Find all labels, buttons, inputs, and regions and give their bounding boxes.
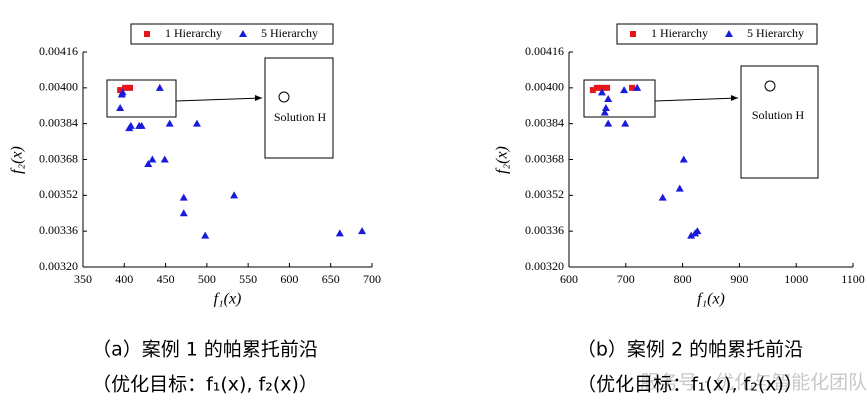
y-tick-label: 0.00320 (525, 259, 564, 273)
point (693, 227, 702, 235)
legend-marker (630, 31, 636, 37)
point (179, 193, 188, 201)
point (597, 88, 606, 96)
legend-marker (144, 31, 150, 37)
point (620, 86, 629, 94)
y-tick-label: 0.00416 (525, 44, 564, 58)
y-tick-label: 0.00336 (525, 223, 564, 237)
x-tick-label: 700 (617, 272, 635, 286)
y-tick-label: 0.00320 (39, 259, 78, 273)
point (165, 119, 174, 127)
point (593, 84, 600, 91)
point (658, 193, 667, 201)
point (179, 209, 188, 217)
y-tick-label: 0.00400 (525, 80, 564, 94)
legend-label: 5 Hierarchy (747, 26, 804, 40)
point (629, 84, 636, 91)
caption: （a）案例 1 的帕累托前沿 (92, 339, 318, 361)
highlight (764, 80, 776, 92)
y-tick-label: 0.00368 (39, 151, 78, 165)
zoom-region (583, 79, 656, 118)
x-tick-label: 450 (157, 272, 175, 286)
legend-label: 1 Hierarchy (651, 26, 708, 40)
x-axis-title: f₁(x) (697, 291, 725, 308)
x-tick-label: 900 (730, 272, 748, 286)
point (126, 121, 135, 129)
x-tick-label: 800 (674, 272, 692, 286)
point (148, 155, 157, 163)
point (604, 95, 613, 103)
y-tick-label: 0.00352 (525, 187, 564, 201)
point (155, 83, 164, 91)
y-tick-label: 0.00400 (39, 80, 78, 94)
point (144, 159, 153, 167)
arrow-head (731, 95, 738, 101)
inset (740, 65, 819, 179)
x-tick-label: 700 (363, 272, 381, 286)
point (358, 227, 367, 235)
x-axis-title: f₁(x) (214, 291, 242, 308)
x-tick-label: 550 (239, 272, 257, 286)
zoom-region (106, 79, 177, 118)
x-tick-label: 500 (198, 272, 216, 286)
y-tick-label: 0.00368 (525, 151, 564, 165)
y-tick-label: 0.00336 (39, 223, 78, 237)
point (160, 155, 169, 163)
legend-box (130, 23, 334, 45)
x-tick-label: 600 (280, 272, 298, 286)
legend-box (616, 23, 818, 45)
point (589, 87, 596, 94)
point (601, 103, 610, 111)
point (621, 119, 630, 127)
watermark: 服务号 · 优化与智能化团队 (640, 372, 867, 394)
point (116, 103, 125, 111)
x-tick-label: 400 (115, 272, 133, 286)
caption: （优化目标：f₁(x), f₂(x)） (92, 374, 318, 396)
point (118, 88, 127, 96)
annotation: Solution H (752, 108, 805, 122)
y-tick-label: 0.00416 (39, 44, 78, 58)
legend-marker (239, 30, 247, 37)
y-tick-label: 0.00384 (39, 115, 78, 129)
point (633, 83, 642, 91)
y-axis-title: f₂(x) (494, 146, 511, 174)
point (230, 191, 239, 199)
legend-marker (725, 30, 733, 37)
y-tick-label: 0.00352 (39, 187, 78, 201)
caption: （优化目标：f₁(x), f₂(x)） (577, 374, 803, 396)
point (117, 87, 124, 94)
x-tick-label: 650 (322, 272, 340, 286)
point (679, 155, 688, 163)
point (598, 84, 605, 91)
point (675, 184, 684, 192)
caption: （b）案例 2 的帕累托前沿 (577, 339, 803, 361)
point (137, 121, 146, 129)
zoom-arrow (654, 97, 739, 102)
x-tick-label: 600 (560, 272, 578, 286)
y-axis-title: f₂(x) (9, 146, 26, 174)
legend-label: 5 Hierarchy (261, 26, 318, 40)
inset (264, 57, 334, 159)
annotation: Solution H (274, 110, 327, 124)
point (122, 84, 129, 91)
legend-label: 1 Hierarchy (165, 26, 222, 40)
arrow-head (255, 95, 262, 101)
point (604, 119, 613, 127)
point (335, 229, 344, 237)
x-tick-label: 350 (74, 272, 92, 286)
point (192, 119, 201, 127)
point (600, 108, 609, 116)
point (127, 84, 134, 91)
point (687, 231, 696, 239)
y-tick-label: 0.00384 (525, 115, 564, 129)
point (201, 231, 210, 239)
point (604, 84, 611, 91)
highlight (278, 91, 290, 103)
zoom-arrow (175, 97, 263, 102)
x-tick-label: 1000 (784, 272, 808, 286)
x-tick-label: 1100 (841, 272, 865, 286)
